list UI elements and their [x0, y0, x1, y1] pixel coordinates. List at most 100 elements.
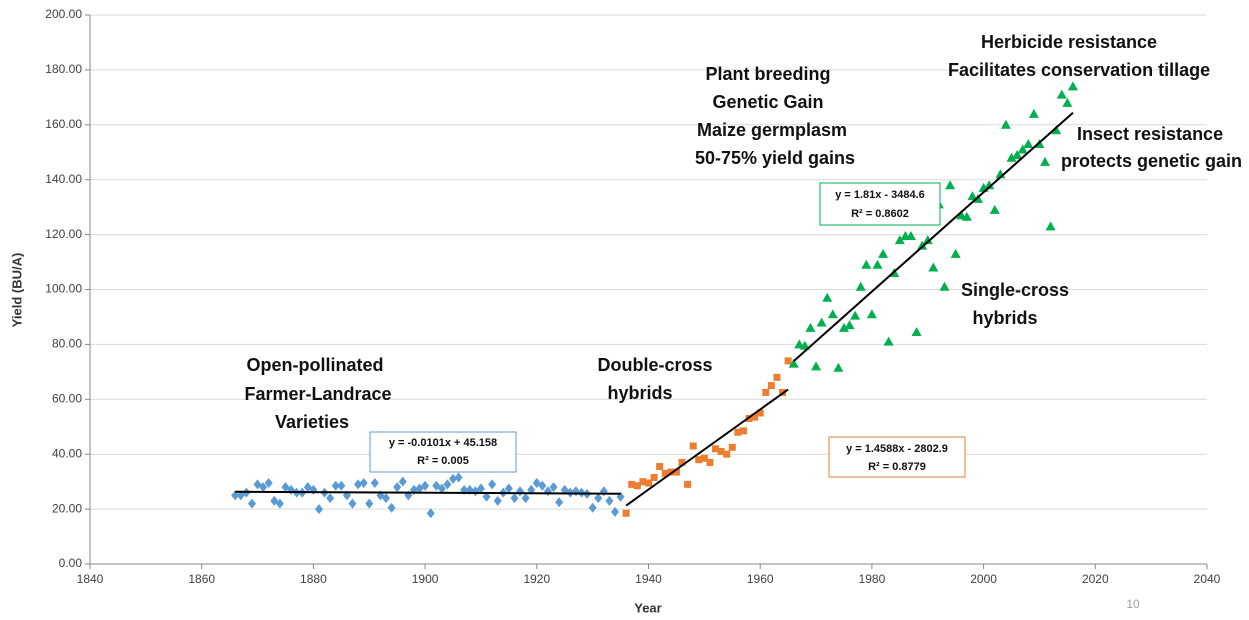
data-point: [482, 491, 491, 502]
data-point: [1040, 156, 1051, 166]
grid: 0.00 20.00 40.00 60.00 80.00 100.00 120.00 140.…: [45, 7, 1220, 586]
data-point: [822, 292, 833, 302]
y-axis-title: Yield (BU/A): [9, 253, 24, 328]
data-point: [370, 478, 379, 489]
x-tick-label: 2020: [1082, 572, 1109, 586]
data-point: [816, 317, 827, 327]
data-point: [628, 480, 636, 488]
data-point: [331, 480, 340, 491]
data-point: [645, 479, 652, 487]
data-point: [594, 493, 603, 504]
annotation: Genetic Gain: [712, 92, 823, 112]
data-point: [443, 479, 452, 490]
trendline: [625, 388, 789, 507]
x-tick-label: 1840: [77, 572, 104, 586]
data-point: [650, 474, 658, 482]
annotation: 50-75% yield gains: [695, 148, 855, 168]
equation: y = -0.0101x + 45.158: [389, 437, 497, 449]
data-point: [922, 235, 933, 245]
data-point: [728, 443, 736, 451]
equation: y = 1.81x - 3484.6: [835, 189, 925, 201]
data-point: [734, 428, 742, 436]
data-point: [905, 230, 916, 240]
data-point: [264, 478, 273, 489]
x-tick-label: 2000: [970, 572, 997, 586]
data-point: [488, 479, 497, 490]
data-point: [1028, 108, 1039, 118]
annotation: Varieties: [275, 412, 349, 432]
data-point: [449, 473, 458, 484]
y-tick-label: 100.00: [45, 282, 82, 296]
data-point: [967, 191, 978, 201]
data-point: [354, 479, 363, 490]
annotation: Double-cross: [597, 355, 712, 375]
data-point: [866, 309, 877, 319]
annotation: Insect resistance: [1077, 124, 1223, 144]
data-point: [872, 259, 883, 269]
annotation: hybrids: [972, 308, 1037, 328]
x-tick-label: 1940: [635, 572, 662, 586]
equation: y = 1.4588x - 2802.9: [846, 443, 948, 455]
data-point: [928, 262, 939, 272]
data-point: [588, 502, 597, 513]
data-point: [794, 339, 805, 349]
annotation: Maize germplasm: [697, 120, 847, 140]
data-point: [1062, 97, 1073, 107]
x-tick-label: 2040: [1194, 572, 1221, 586]
data-point: [945, 180, 956, 190]
r-squared: R² = 0.8602: [851, 208, 909, 220]
data-point: [1045, 221, 1056, 231]
data-point: [684, 480, 692, 488]
data-point: [984, 180, 995, 190]
data-point: [359, 478, 368, 489]
data-point: [538, 480, 547, 491]
marks: [231, 81, 1078, 519]
y-tick-label: 60.00: [52, 391, 82, 405]
data-point: [861, 259, 872, 269]
data-point: [767, 382, 775, 390]
data-point: [799, 340, 810, 350]
x-axis-title: Year: [634, 600, 661, 615]
data-point: [426, 508, 435, 519]
data-point: [610, 506, 619, 517]
data-point: [605, 495, 614, 506]
x-tick-label: 1880: [300, 572, 327, 586]
y-tick-label: 0.00: [59, 556, 83, 570]
annotation: Farmer-Landrace: [244, 384, 391, 404]
data-point: [510, 493, 519, 504]
data-point: [622, 509, 630, 517]
data-point: [504, 483, 513, 494]
data-point: [950, 248, 961, 258]
data-point: [516, 486, 525, 497]
data-point: [326, 493, 335, 504]
data-point: [1023, 139, 1034, 149]
data-point: [382, 493, 391, 504]
data-point: [827, 309, 838, 319]
data-point: [989, 204, 1000, 214]
x-tick-label: 1920: [523, 572, 550, 586]
data-point: [844, 320, 855, 330]
data-point: [1056, 89, 1067, 99]
data-point: [762, 388, 770, 396]
equation-box: [828, 436, 966, 478]
data-point: [398, 476, 407, 487]
data-point: [833, 362, 844, 372]
data-point: [454, 472, 463, 483]
y-tick-label: 20.00: [52, 501, 82, 515]
x-tick-label: 1860: [188, 572, 215, 586]
data-point: [700, 454, 708, 462]
data-point: [1067, 81, 1078, 91]
data-point: [878, 248, 889, 258]
data-point: [421, 480, 430, 491]
equation-box: [819, 182, 941, 226]
data-point: [1051, 125, 1062, 135]
y-tick-label: 160.00: [45, 117, 82, 131]
data-point: [314, 504, 323, 515]
data-point: [894, 235, 905, 245]
data-point: [706, 458, 714, 466]
data-point: [348, 498, 357, 509]
trendline: [235, 490, 621, 495]
data-point: [1000, 119, 1011, 129]
data-point: [811, 361, 822, 371]
